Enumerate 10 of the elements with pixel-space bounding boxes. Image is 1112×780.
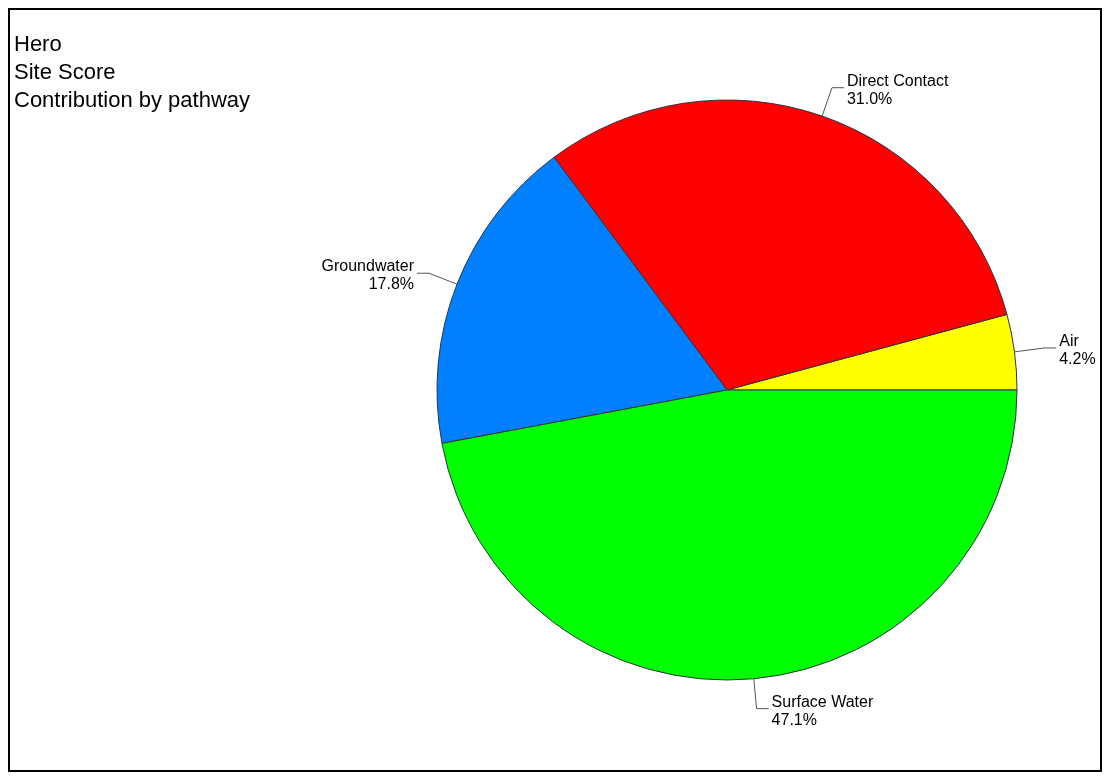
- slice-label: Surface Water: [771, 692, 874, 710]
- data-label: 31.0%: [846, 89, 893, 107]
- data-label: 17.8%: [368, 275, 415, 293]
- text: Hero: [14, 30, 63, 58]
- text: Site Score Contribution by pathway: [14, 58, 251, 114]
- slice-label: Air: [1059, 331, 1080, 349]
- data-label: 47.1%: [771, 710, 817, 728]
- data-label: 4.2%: [1059, 349, 1096, 367]
- slice-label: Groundwater: [321, 257, 415, 275]
- slice-label: Direct Contact: [846, 71, 949, 89]
